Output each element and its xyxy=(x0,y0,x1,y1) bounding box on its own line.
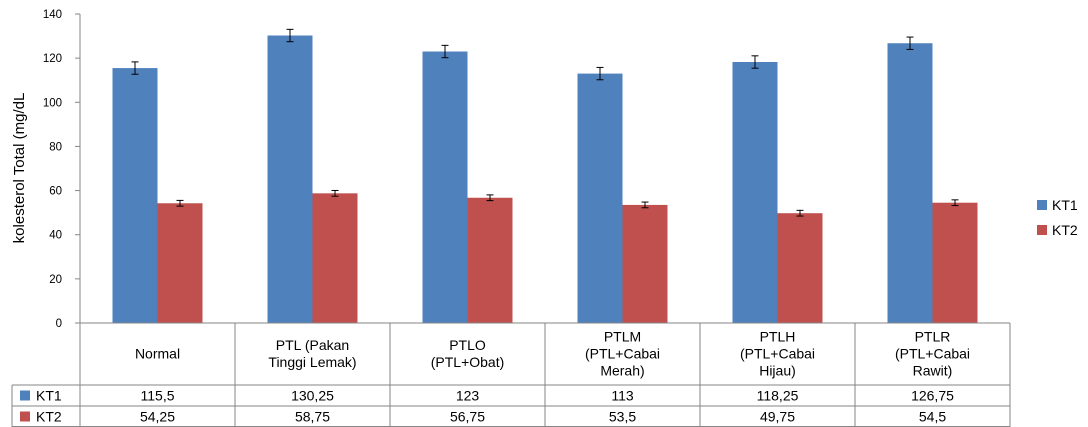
x-category-label: PTL (Pakan Tinggi Lemak) xyxy=(268,337,356,370)
table-series-name: KT2 xyxy=(36,409,62,425)
y-tick-label: 140 xyxy=(43,9,62,21)
bar-kt1 xyxy=(732,62,778,323)
x-category-label-line: (PTL+Cabai xyxy=(740,346,815,362)
x-category-label-line: Rawit) xyxy=(913,363,953,379)
legend-key-kt1 xyxy=(1037,200,1047,210)
x-category-label: PTLO (PTL+Obat) xyxy=(431,337,505,370)
bar-kt2 xyxy=(622,204,668,323)
y-tick-label: 120 xyxy=(43,53,62,65)
table-cell-value: 118,25 xyxy=(757,388,799,404)
bar-kt2 xyxy=(932,202,978,323)
table-cell-value: 54,25 xyxy=(140,409,175,425)
bar-kt1 xyxy=(577,73,623,323)
bar-kt1 xyxy=(887,43,933,324)
table-cell-value: 58,75 xyxy=(295,409,330,425)
x-category-label-line: Tinggi Lemak) xyxy=(268,354,356,370)
error-bar xyxy=(596,66,604,81)
table-legend-key xyxy=(20,390,30,401)
y-tick-label: 0 xyxy=(56,318,62,330)
x-category-label-line: (PTL+Obat) xyxy=(431,354,505,370)
x-category-label: PTLM (PTL+Cabai Merah) xyxy=(585,329,660,379)
bar-kt2 xyxy=(777,213,823,323)
table-cell-value: 126,75 xyxy=(911,388,954,404)
x-category-label-line: (PTL+Cabai xyxy=(895,346,970,362)
x-category-label-line: Merah) xyxy=(600,363,644,379)
legend: KT1 KT2 xyxy=(1037,197,1078,238)
error-bar xyxy=(796,209,804,217)
y-axis-label: kolesterol Total (mg/dL xyxy=(11,93,28,244)
bar-kt1 xyxy=(267,35,313,323)
error-bar xyxy=(641,201,649,209)
y-tick-label: 60 xyxy=(49,186,62,198)
table-cell-value: 113 xyxy=(611,388,634,404)
y-tick-label: 100 xyxy=(43,97,62,109)
error-bar xyxy=(131,61,139,75)
error-bar xyxy=(486,194,494,202)
bar-kt1 xyxy=(112,68,158,323)
x-category-label-line: (PTL+Cabai xyxy=(585,346,660,362)
table-legend-key xyxy=(20,411,30,422)
error-bar xyxy=(751,55,759,69)
table-cell-value: 49,75 xyxy=(760,409,795,425)
bar-kt2 xyxy=(157,203,203,323)
table-cell-value: 53,5 xyxy=(609,409,636,425)
x-category-label: PTLR (PTL+Cabai Rawit) xyxy=(895,329,970,379)
axes: 0 20 40 60 80 100 120 140 xyxy=(43,9,81,330)
table-cell-value: 115,5 xyxy=(141,388,175,404)
x-category-label: PTLH (PTL+Cabai Hijau) xyxy=(740,329,815,379)
x-category-label-line: PTL (Pakan xyxy=(276,337,349,353)
x-category-label-line: Hijau) xyxy=(759,363,796,379)
legend-key-kt2 xyxy=(1037,225,1047,235)
y-tick-label: 40 xyxy=(49,230,62,242)
table-cell-value: 54,5 xyxy=(919,409,946,425)
error-bar xyxy=(331,189,339,197)
legend-label-kt1: KT1 xyxy=(1052,197,1078,213)
x-category-label-line: Normal xyxy=(135,346,180,362)
x-category-label-line: PTLM xyxy=(604,329,641,345)
error-bar xyxy=(176,199,184,207)
legend-label-kt2: KT2 xyxy=(1052,222,1078,238)
error-bar xyxy=(441,44,449,59)
bar-kt2 xyxy=(467,197,513,323)
x-category-label-line: PTLO xyxy=(449,337,486,353)
table-series-name: KT1 xyxy=(36,388,62,404)
y-tick-label: 20 xyxy=(49,274,62,286)
table-cell-value: 56,75 xyxy=(450,409,485,425)
error-bar xyxy=(951,199,959,207)
data-table: Normal PTL (Pakan Tinggi Lemak) PTLO (PTL+Ob… xyxy=(11,322,1011,427)
bar-kt2 xyxy=(312,193,358,323)
bar-kt1 xyxy=(422,51,468,324)
error-bar xyxy=(906,36,914,50)
x-category-label: Normal xyxy=(135,346,180,362)
bars xyxy=(112,28,978,324)
table-cell-value: 130,25 xyxy=(291,388,334,404)
x-category-label-line: PTLR xyxy=(915,329,951,345)
error-bar xyxy=(286,28,294,43)
x-category-label-line: PTLH xyxy=(760,329,796,345)
y-tick-label: 80 xyxy=(49,141,62,153)
table-cell-value: 123 xyxy=(456,388,480,404)
